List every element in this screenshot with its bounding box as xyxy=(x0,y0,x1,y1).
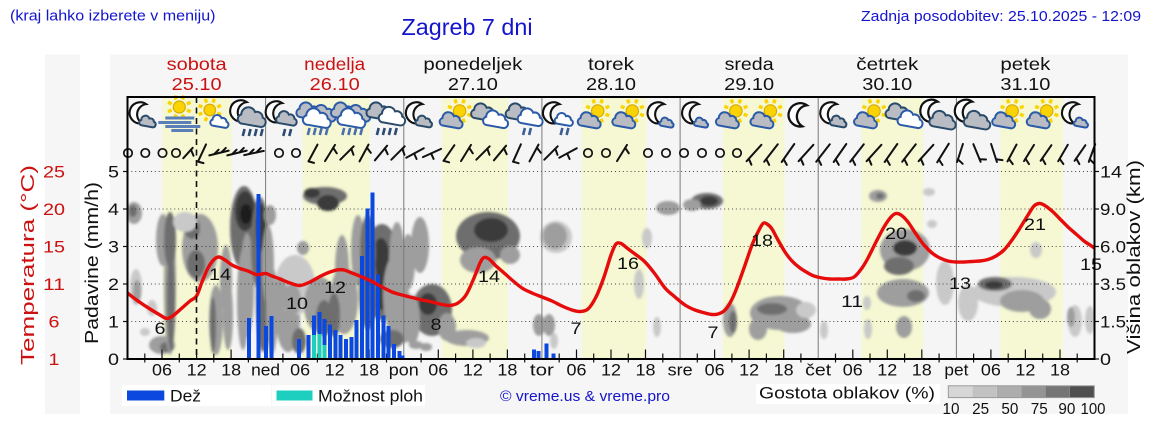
svg-text:7: 7 xyxy=(708,323,719,342)
svg-text:torek: torek xyxy=(588,54,634,74)
svg-text:25: 25 xyxy=(43,163,65,182)
svg-text:25.10: 25.10 xyxy=(172,74,222,94)
svg-text:ned: ned xyxy=(251,361,280,380)
svg-text:28.10: 28.10 xyxy=(586,74,636,94)
svg-text:20: 20 xyxy=(43,200,65,219)
svg-text:14: 14 xyxy=(1100,163,1122,182)
svg-text:sobota: sobota xyxy=(167,54,227,74)
svg-text:75: 75 xyxy=(1031,401,1048,418)
svg-text:Zadnja posodobitev: 25.10.2025: Zadnja posodobitev: 25.10.2025 - 12:09 xyxy=(861,8,1141,25)
svg-text:12: 12 xyxy=(601,361,621,380)
svg-text:14: 14 xyxy=(478,267,500,286)
svg-text:5: 5 xyxy=(108,163,119,182)
svg-text:6: 6 xyxy=(49,313,60,332)
svg-text:30.10: 30.10 xyxy=(862,74,912,94)
svg-text:0: 0 xyxy=(108,350,119,369)
svg-text:06: 06 xyxy=(567,361,587,380)
svg-text:26.10: 26.10 xyxy=(310,74,360,94)
svg-text:18: 18 xyxy=(497,361,517,380)
svg-text:15: 15 xyxy=(1080,255,1102,274)
svg-text:3.5: 3.5 xyxy=(1100,275,1126,294)
svg-text:12: 12 xyxy=(739,361,759,380)
svg-text:18: 18 xyxy=(359,361,379,380)
svg-text:3: 3 xyxy=(108,238,119,257)
svg-text:1: 1 xyxy=(108,313,119,332)
svg-text:20: 20 xyxy=(885,224,907,243)
svg-text:18: 18 xyxy=(221,361,241,380)
svg-text:1.5: 1.5 xyxy=(1100,313,1126,332)
svg-text:čet: čet xyxy=(805,361,831,380)
svg-text:Dež: Dež xyxy=(170,388,201,406)
svg-text:četrtek: četrtek xyxy=(856,54,918,74)
svg-text:Temperatura (°C): Temperatura (°C) xyxy=(18,165,38,365)
svg-text:06: 06 xyxy=(428,361,448,380)
svg-text:31.10: 31.10 xyxy=(1000,74,1050,94)
svg-text:petek: petek xyxy=(1000,54,1050,74)
svg-text:6: 6 xyxy=(155,319,166,338)
svg-text:7: 7 xyxy=(571,319,582,338)
svg-text:06: 06 xyxy=(152,361,172,380)
svg-text:18: 18 xyxy=(912,361,932,380)
svg-text:50: 50 xyxy=(1001,401,1018,418)
svg-text:10: 10 xyxy=(286,294,308,313)
svg-text:2: 2 xyxy=(108,275,119,294)
svg-text:16: 16 xyxy=(617,254,639,273)
svg-text:ponedeljek: ponedeljek xyxy=(423,54,522,74)
svg-text:12: 12 xyxy=(877,361,897,380)
svg-text:18: 18 xyxy=(1050,361,1070,380)
svg-text:0: 0 xyxy=(1100,350,1111,369)
svg-text:Padavine (mm/h): Padavine (mm/h) xyxy=(82,182,102,344)
svg-text:18: 18 xyxy=(774,361,794,380)
svg-text:18: 18 xyxy=(751,231,773,250)
svg-text:6.0: 6.0 xyxy=(1100,238,1126,257)
svg-text:nedelja: nedelja xyxy=(304,54,365,74)
svg-text:12: 12 xyxy=(463,361,483,380)
svg-text:Možnost ploh: Možnost ploh xyxy=(318,388,423,406)
svg-text:18: 18 xyxy=(636,361,656,380)
svg-text:12: 12 xyxy=(325,361,345,380)
svg-text:29.10: 29.10 xyxy=(724,74,774,94)
svg-text:11: 11 xyxy=(43,275,65,294)
svg-text:© vreme.us & vreme.pro: © vreme.us & vreme.pro xyxy=(500,388,670,405)
svg-text:(kraj lahko izberete v meniju): (kraj lahko izberete v meniju) xyxy=(10,8,216,25)
svg-text:100: 100 xyxy=(1081,401,1106,418)
svg-text:1: 1 xyxy=(49,350,60,369)
svg-text:11: 11 xyxy=(841,292,863,311)
svg-text:pet: pet xyxy=(944,361,968,380)
svg-text:06: 06 xyxy=(290,361,310,380)
svg-text:06: 06 xyxy=(705,361,725,380)
svg-text:13: 13 xyxy=(949,274,971,293)
svg-text:12: 12 xyxy=(324,278,346,297)
svg-text:tor: tor xyxy=(530,361,554,380)
svg-text:90: 90 xyxy=(1058,401,1075,418)
svg-text:10: 10 xyxy=(943,401,960,418)
svg-text:4: 4 xyxy=(108,200,119,219)
svg-text:Višina oblakov (km): Višina oblakov (km) xyxy=(1124,160,1144,354)
svg-text:sre: sre xyxy=(668,361,693,380)
svg-text:Gostota oblakov (%): Gostota oblakov (%) xyxy=(759,385,935,403)
svg-text:25: 25 xyxy=(972,401,989,418)
svg-text:pon: pon xyxy=(389,361,419,380)
svg-text:14: 14 xyxy=(209,265,231,284)
svg-text:12: 12 xyxy=(187,361,207,380)
svg-text:21: 21 xyxy=(1024,215,1046,234)
svg-text:27.10: 27.10 xyxy=(448,74,498,94)
svg-text:8: 8 xyxy=(431,315,442,334)
svg-text:Zagreb 7 dni: Zagreb 7 dni xyxy=(402,14,533,40)
svg-text:sreda: sreda xyxy=(725,54,774,74)
svg-text:15: 15 xyxy=(43,238,65,257)
svg-text:12: 12 xyxy=(1015,361,1035,380)
svg-text:9.0: 9.0 xyxy=(1100,200,1126,219)
svg-text:06: 06 xyxy=(981,361,1001,380)
svg-text:06: 06 xyxy=(843,361,863,380)
